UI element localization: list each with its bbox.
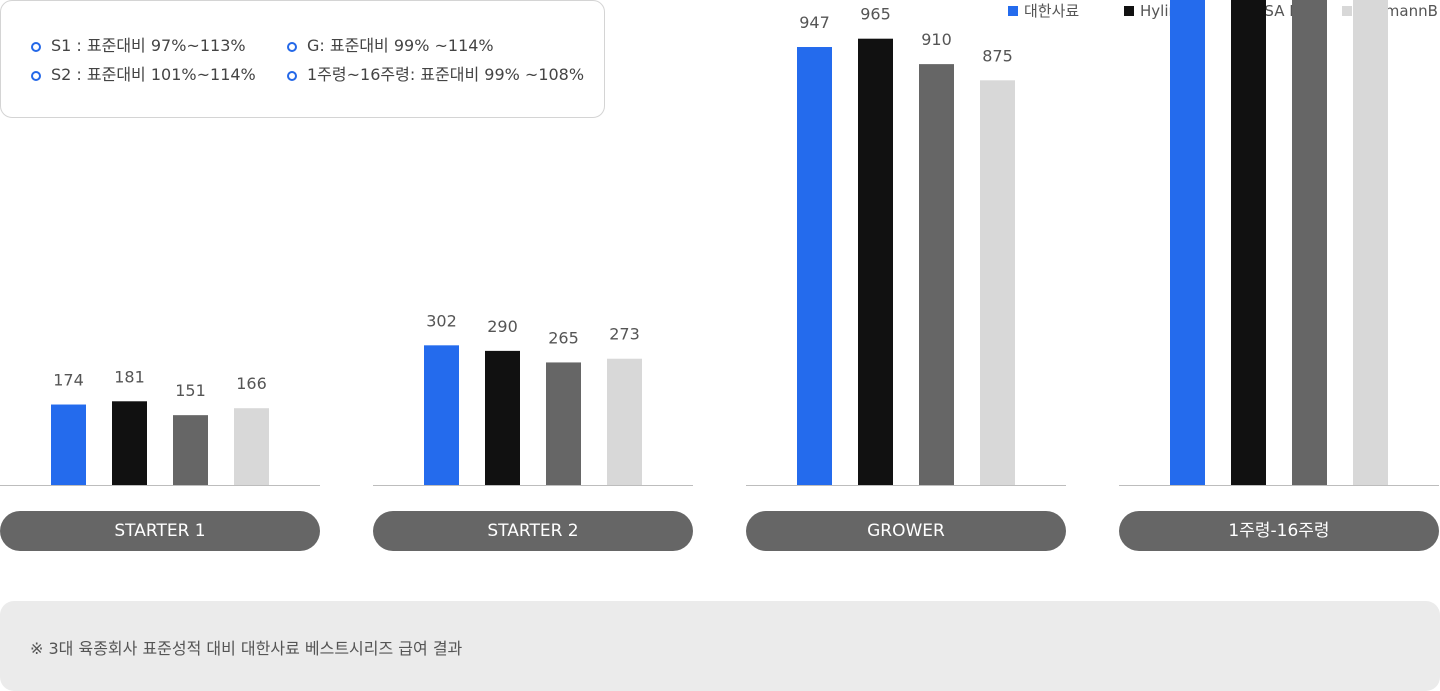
bar-value-label: 302 bbox=[426, 311, 457, 330]
bar-starter2-4 bbox=[607, 358, 642, 485]
bar-value-label: 947 bbox=[799, 13, 830, 32]
note-s1: S1 : 표준대비 97%~113% bbox=[31, 36, 246, 56]
bar-grower-2 bbox=[858, 38, 893, 485]
bullet-icon bbox=[31, 42, 41, 52]
legend-swatch bbox=[1124, 6, 1134, 16]
bar-week-4 bbox=[1353, 0, 1388, 485]
bar-chart: 1741811511663022902652739479659108751,42… bbox=[0, 0, 1439, 486]
bar-value-label: 265 bbox=[548, 328, 579, 347]
bar-grower-1 bbox=[797, 47, 832, 485]
bar-value-label: 151 bbox=[175, 381, 206, 400]
bullet-icon bbox=[31, 71, 41, 81]
bar-starter1-2 bbox=[112, 401, 147, 485]
bar-value-label: 174 bbox=[53, 371, 84, 390]
group-label-week: 1주령-16주령 bbox=[1119, 511, 1439, 551]
legend-swatch bbox=[1008, 6, 1018, 16]
bar-starter2-2 bbox=[485, 350, 520, 485]
bar-value-label: 166 bbox=[236, 374, 267, 393]
bar-value-label: 273 bbox=[609, 325, 640, 344]
footer-note: ※ 3대 육종회사 표준성적 대비 대한사료 베스트시리즈 급여 결과 bbox=[30, 639, 463, 658]
note-week-text: 1주령~16주령: 표준대비 99% ~108% bbox=[307, 65, 585, 84]
bar-value-label: 875 bbox=[982, 46, 1013, 65]
bar-grower-4 bbox=[980, 80, 1015, 485]
bar-grower-3 bbox=[919, 64, 954, 485]
group-label-starter2: STARTER 2 bbox=[373, 511, 693, 551]
bar-starter1-1 bbox=[51, 404, 86, 485]
legend-label: 대한사료 bbox=[1024, 2, 1080, 20]
bar-value-label: 290 bbox=[487, 317, 518, 336]
bar-starter2-3 bbox=[546, 362, 581, 485]
note-s1-text: S1 : 표준대비 97%~113% bbox=[51, 36, 246, 55]
note-s2-text: S2 : 표준대비 101%~114% bbox=[51, 65, 256, 84]
bar-week-2 bbox=[1231, 0, 1266, 486]
note-s2: S2 : 표준대비 101%~114% bbox=[31, 65, 256, 85]
bullet-icon bbox=[287, 42, 297, 52]
note-g-text: G: 표준대비 99% ~114% bbox=[307, 36, 494, 55]
footer-note-box: ※ 3대 육종회사 표준성적 대비 대한사료 베스트시리즈 급여 결과 bbox=[0, 601, 1440, 691]
group-label-starter1: STARTER 1 bbox=[0, 511, 320, 551]
bar-starter1-3 bbox=[173, 415, 208, 485]
bullet-icon bbox=[287, 71, 297, 81]
legend-item-daehan: 대한사료 bbox=[1008, 2, 1080, 20]
bar-value-label: 965 bbox=[860, 5, 891, 24]
group-label-grower: GROWER bbox=[746, 511, 1066, 551]
legend-swatch bbox=[1342, 6, 1352, 16]
legend-label: ISA B bbox=[1260, 2, 1300, 20]
bar-week-1 bbox=[1170, 0, 1205, 486]
notes-box: S1 : 표준대비 97%~113% G: 표준대비 99% ~114% S2 … bbox=[0, 0, 605, 118]
bar-value-label: 910 bbox=[921, 30, 952, 49]
bar-starter1-4 bbox=[234, 408, 269, 485]
note-week: 1주령~16주령: 표준대비 99% ~108% bbox=[287, 65, 585, 85]
bar-value-label: 181 bbox=[114, 367, 145, 386]
bar-week-3 bbox=[1292, 0, 1327, 486]
bar-starter2-1 bbox=[424, 345, 459, 485]
note-g: G: 표준대비 99% ~114% bbox=[287, 36, 494, 56]
